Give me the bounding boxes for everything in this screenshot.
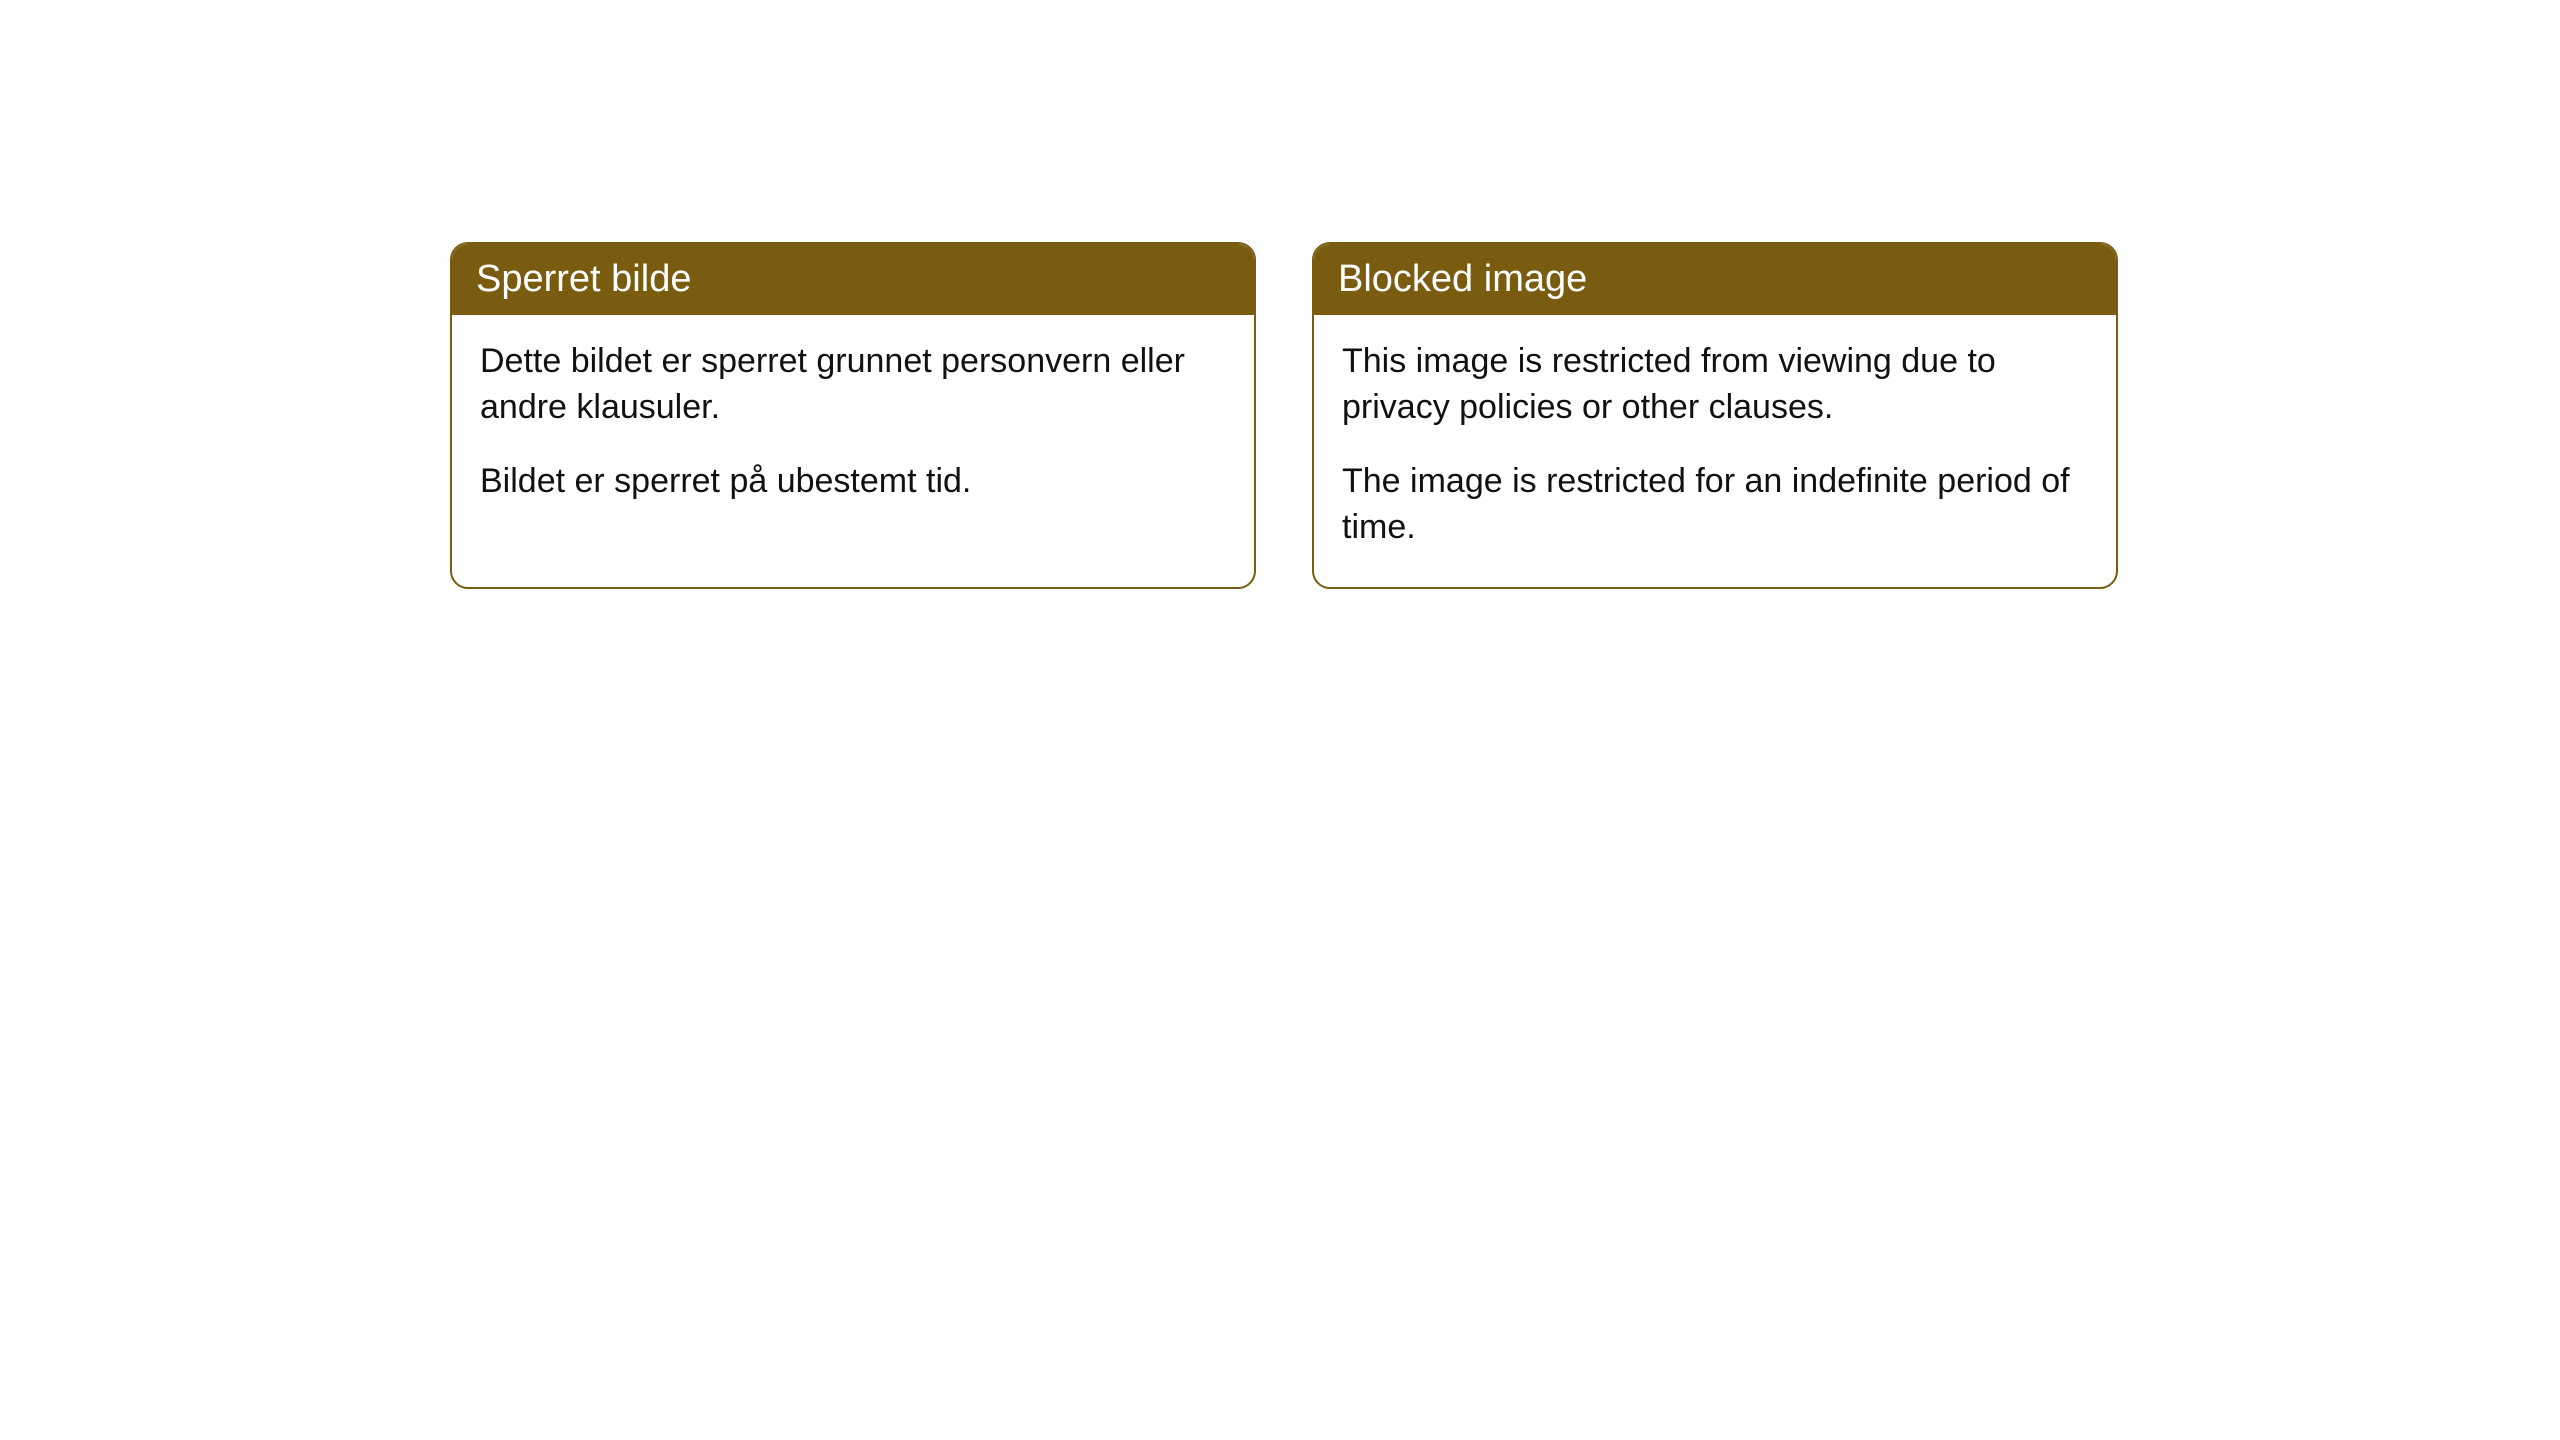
card-paragraph2-norwegian: Bildet er sperret på ubestemt tid. <box>480 459 1226 505</box>
card-header-english: Blocked image <box>1314 244 2116 315</box>
card-norwegian: Sperret bilde Dette bildet er sperret gr… <box>450 242 1256 589</box>
card-paragraph1-norwegian: Dette bildet er sperret grunnet personve… <box>480 339 1226 431</box>
notice-cards-container: Sperret bilde Dette bildet er sperret gr… <box>450 242 2560 589</box>
card-paragraph2-english: The image is restricted for an indefinit… <box>1342 459 2088 551</box>
card-title-english: Blocked image <box>1338 258 1587 300</box>
card-title-norwegian: Sperret bilde <box>476 258 691 300</box>
card-header-norwegian: Sperret bilde <box>452 244 1254 315</box>
card-body-english: This image is restricted from viewing du… <box>1314 315 2116 587</box>
card-paragraph1-english: This image is restricted from viewing du… <box>1342 339 2088 431</box>
card-english: Blocked image This image is restricted f… <box>1312 242 2118 589</box>
card-body-norwegian: Dette bildet er sperret grunnet personve… <box>452 315 1254 541</box>
